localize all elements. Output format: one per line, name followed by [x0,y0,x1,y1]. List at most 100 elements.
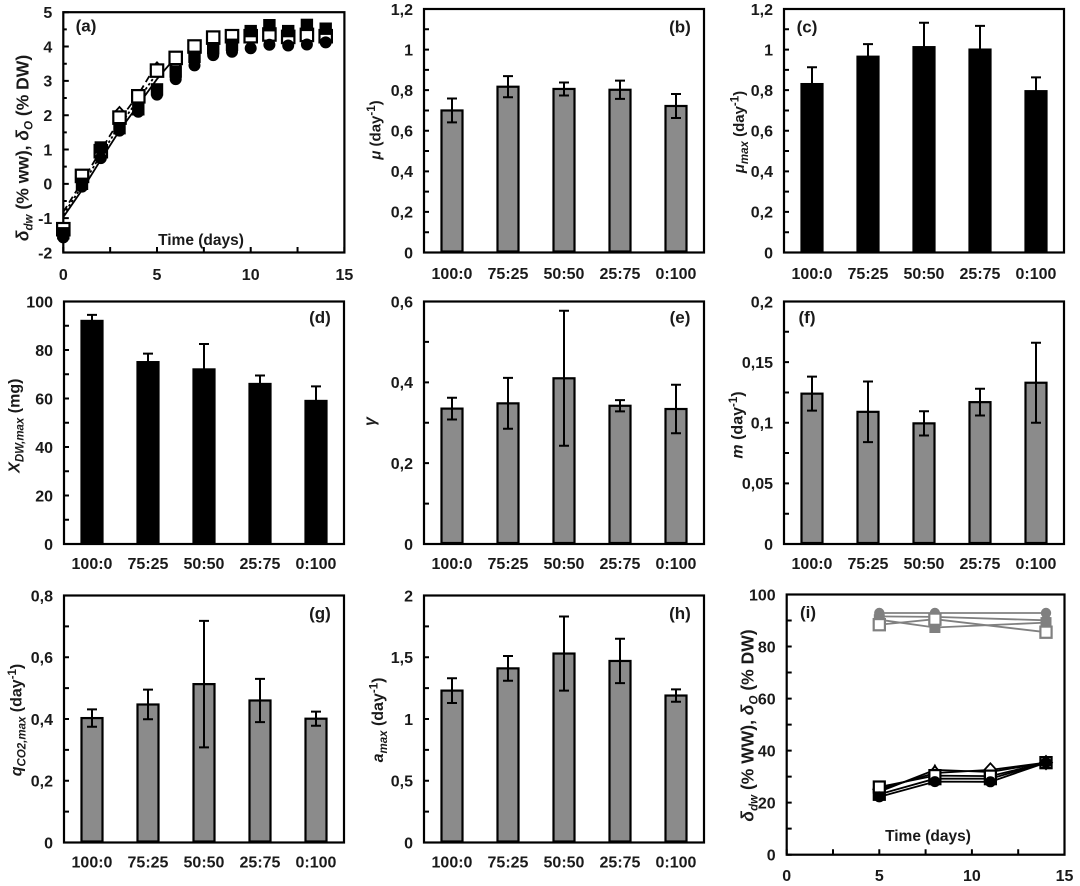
svg-text:1: 1 [404,42,413,59]
svg-text:0: 0 [44,537,53,554]
svg-text:0:100: 0:100 [296,855,337,872]
svg-text:25:75: 25:75 [960,556,1001,573]
svg-text:50:50: 50:50 [544,855,585,872]
svg-text:60: 60 [35,391,53,408]
svg-text:XDW,max (mg): XDW,max (mg) [7,379,27,474]
svg-text:(d): (d) [309,308,331,327]
svg-text:100:0: 100:0 [432,556,473,573]
svg-text:0: 0 [59,267,68,284]
svg-text:10: 10 [242,267,260,284]
svg-text:10: 10 [963,868,981,885]
svg-text:15: 15 [1056,868,1074,885]
svg-text:1: 1 [43,142,52,159]
svg-text:100: 100 [26,294,53,311]
svg-text:50:50: 50:50 [544,266,585,283]
svg-text:2: 2 [404,588,413,605]
svg-text:50:50: 50:50 [184,556,225,573]
svg-text:25:75: 25:75 [600,266,641,283]
svg-text:100:0: 100:0 [432,266,473,283]
svg-text:0,4: 0,4 [751,164,773,181]
svg-text:75:25: 75:25 [128,855,169,872]
svg-text:100:0: 100:0 [792,266,833,283]
svg-text:(c): (c) [797,18,818,37]
svg-text:75:25: 75:25 [488,266,529,283]
svg-text:5: 5 [875,868,884,885]
svg-text:0,6: 0,6 [391,294,413,311]
svg-text:3: 3 [43,74,52,91]
svg-text:80: 80 [758,639,776,656]
svg-text:0,6: 0,6 [391,124,413,141]
svg-text:δdw (% WW), δO (% DW): δdw (% WW), δO (% DW) [738,629,761,821]
svg-text:0,4: 0,4 [31,712,53,729]
svg-text:0: 0 [404,245,413,262]
svg-text:0,8: 0,8 [391,83,413,100]
svg-text:0:100: 0:100 [656,855,697,872]
svg-text:1,2: 1,2 [391,2,413,19]
svg-text:γ: γ [362,416,379,426]
svg-text:40: 40 [35,440,53,457]
svg-text:60: 60 [758,691,776,708]
svg-text:2: 2 [43,108,52,125]
svg-text:25:75: 25:75 [240,855,281,872]
svg-text:-2: -2 [38,245,52,262]
svg-text:0,05: 0,05 [742,476,773,493]
svg-text:20: 20 [758,796,776,813]
svg-text:0,8: 0,8 [751,83,773,100]
svg-text:0: 0 [764,537,773,554]
svg-text:100:0: 100:0 [792,556,833,573]
svg-text:1,5: 1,5 [391,650,413,667]
svg-text:100:0: 100:0 [72,556,113,573]
svg-text:0:100: 0:100 [1016,266,1057,283]
svg-text:amax (day-1): amax (day-1) [369,678,390,763]
svg-text:(h): (h) [669,604,691,623]
svg-text:0: 0 [44,835,53,852]
svg-text:25:75: 25:75 [600,556,641,573]
svg-text:0,6: 0,6 [31,650,53,667]
svg-text:0,1: 0,1 [751,416,773,433]
svg-text:1: 1 [764,42,773,59]
svg-text:20: 20 [35,488,53,505]
svg-text:0,2: 0,2 [751,294,773,311]
svg-text:100: 100 [749,587,776,604]
svg-text:40: 40 [758,743,776,760]
svg-text:0: 0 [764,245,773,262]
svg-text:Time (days): Time (days) [158,232,244,249]
svg-text:qCO2,max (day-1): qCO2,max (day-1) [7,664,28,777]
svg-text:50:50: 50:50 [184,855,225,872]
svg-text:25:75: 25:75 [240,556,281,573]
svg-text:50:50: 50:50 [544,556,585,573]
svg-text:(e): (e) [670,308,691,327]
svg-text:50:50: 50:50 [904,556,945,573]
svg-text:100:0: 100:0 [432,855,473,872]
svg-text:1,2: 1,2 [751,2,773,19]
svg-text:0: 0 [404,537,413,554]
svg-text:75:25: 75:25 [488,855,529,872]
svg-text:0,2: 0,2 [31,774,53,791]
svg-text:25:75: 25:75 [600,855,641,872]
svg-text:(b): (b) [669,18,691,37]
svg-text:0,2: 0,2 [391,456,413,473]
svg-text:4: 4 [43,39,52,56]
svg-text:(i): (i) [800,603,816,622]
svg-text:5: 5 [153,267,162,284]
svg-text:0: 0 [782,868,791,885]
svg-text:0:100: 0:100 [656,556,697,573]
svg-text:(f): (f) [799,308,816,327]
svg-text:0: 0 [404,835,413,852]
svg-text:0:100: 0:100 [296,556,337,573]
svg-text:100:0: 100:0 [72,855,113,872]
svg-text:m (day-1): m (day-1) [728,391,747,458]
svg-text:1: 1 [404,712,413,729]
svg-text:25:75: 25:75 [960,266,1001,283]
svg-text:80: 80 [35,343,53,360]
svg-text:0,6: 0,6 [751,124,773,141]
svg-text:Time (days): Time (days) [885,828,971,845]
svg-text:-1: -1 [38,211,52,228]
svg-text:μmax (day-1): μmax (day-1) [730,91,751,174]
svg-text:(a): (a) [76,17,97,36]
svg-text:75:25: 75:25 [848,266,889,283]
svg-text:(g): (g) [309,604,331,623]
svg-text:0,4: 0,4 [391,164,413,181]
svg-text:0,4: 0,4 [391,375,413,392]
svg-text:0:100: 0:100 [656,266,697,283]
